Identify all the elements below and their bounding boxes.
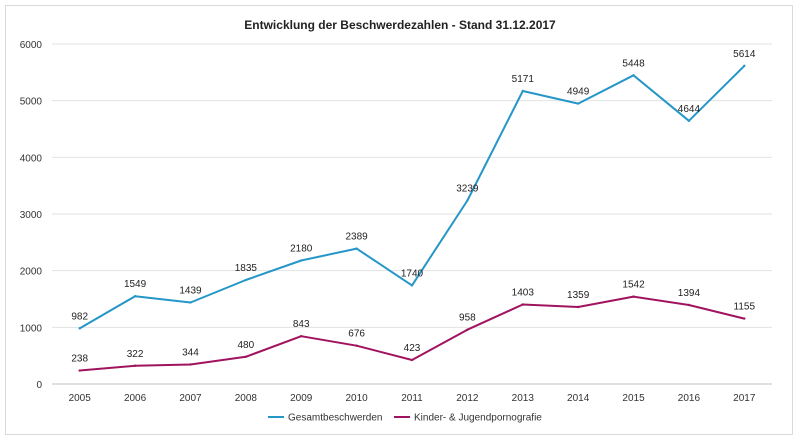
data-label: 3239 [456, 183, 479, 194]
y-tick-label: 1000 [20, 323, 43, 334]
chart-title: Entwicklung der Beschwerdezahlen - Stand… [244, 18, 556, 32]
y-tick-label: 2000 [20, 267, 43, 278]
x-axis-ticks: 2005 2006 2007 2008 2009 2010 2011 2012 2013 2014… [69, 393, 756, 404]
chart-frame [5, 5, 793, 435]
data-point [466, 328, 469, 331]
data-label: 4949 [567, 87, 590, 98]
data-point [687, 303, 691, 307]
data-label: 1549 [124, 279, 147, 290]
data-label: 1359 [567, 290, 590, 301]
series-2: 238 322 344 480 843 676 423 958 1403 1359 1542 1394… [71, 280, 755, 372]
data-point [78, 327, 81, 330]
x-tick-label: 2017 [733, 393, 756, 404]
data-point [300, 335, 303, 338]
x-tick-label: 2008 [235, 393, 258, 404]
data-label: 1542 [622, 280, 645, 291]
data-point [244, 355, 248, 358]
data-point [521, 89, 524, 93]
x-tick-label: 2013 [512, 393, 535, 404]
data-point [244, 278, 248, 282]
data-point [743, 64, 746, 68]
legend-label: Gesamtbeschwerden [288, 413, 383, 424]
data-label: 322 [127, 349, 144, 360]
data-label: 2389 [345, 232, 368, 243]
x-tick-label: 2006 [124, 393, 147, 404]
x-tick-label: 2014 [567, 393, 590, 404]
data-point [576, 305, 580, 309]
y-tick-label: 5000 [20, 97, 43, 108]
data-label: 1394 [678, 288, 701, 299]
x-tick-label: 2009 [290, 393, 313, 404]
data-label: 238 [71, 354, 88, 365]
x-tick-label: 2011 [401, 393, 423, 404]
data-label: 5171 [512, 74, 535, 85]
data-label: 982 [71, 311, 88, 322]
data-point [410, 358, 414, 362]
data-point [355, 344, 358, 347]
series-group: 982 1549 1439 1835 2180 2389 1740 3239 5171 4949 5… [71, 49, 756, 372]
data-label: 5614 [733, 49, 756, 60]
data-label: 1155 [734, 302, 756, 313]
data-label: 958 [459, 313, 476, 324]
data-label: 344 [182, 348, 199, 359]
data-label: 1740 [401, 268, 424, 279]
x-tick-label: 2007 [179, 393, 202, 404]
data-label: 423 [404, 343, 421, 354]
data-point [521, 303, 524, 306]
legend-label: Kinder- & Jugendpornografie [414, 413, 542, 424]
data-point [687, 119, 691, 123]
data-point [743, 317, 746, 320]
y-axis-ticks: 0 1000 2000 3000 4000 5000 6000 [20, 40, 43, 391]
data-label: 480 [238, 340, 255, 351]
data-point [300, 259, 303, 262]
data-point [133, 364, 137, 367]
data-label: 1403 [512, 287, 535, 298]
y-tick-label: 4000 [20, 153, 43, 164]
y-tick-label: 6000 [20, 40, 43, 51]
data-label: 4644 [678, 104, 701, 115]
x-tick-label: 2010 [345, 393, 368, 404]
data-label: 1439 [179, 285, 202, 296]
series-1: 982 1549 1439 1835 2180 2389 1740 3239 5171 4949 5… [71, 49, 756, 330]
data-label: 1835 [235, 263, 258, 274]
data-point [189, 363, 192, 366]
data-label: 676 [348, 329, 365, 340]
data-point [133, 295, 137, 298]
x-tick-label: 2015 [622, 393, 645, 404]
x-tick-label: 2016 [678, 393, 701, 404]
y-tick-label: 3000 [20, 210, 43, 221]
legend: Gesamtbeschwerden Kinder- & Jugendpornogr… [268, 413, 542, 424]
data-point [632, 74, 635, 77]
x-tick-label: 2012 [456, 393, 479, 404]
data-point [410, 284, 414, 287]
y-tick-label: 0 [36, 380, 42, 391]
gridlines [52, 43, 772, 385]
data-point [576, 102, 580, 105]
x-tick-label: 2005 [69, 393, 92, 404]
data-point [355, 247, 358, 250]
data-label: 5448 [622, 58, 645, 69]
data-point [466, 199, 469, 202]
data-point [632, 295, 635, 298]
data-point [78, 369, 81, 372]
data-label: 2180 [290, 243, 313, 254]
data-label: 843 [293, 319, 310, 330]
data-point [189, 301, 192, 304]
